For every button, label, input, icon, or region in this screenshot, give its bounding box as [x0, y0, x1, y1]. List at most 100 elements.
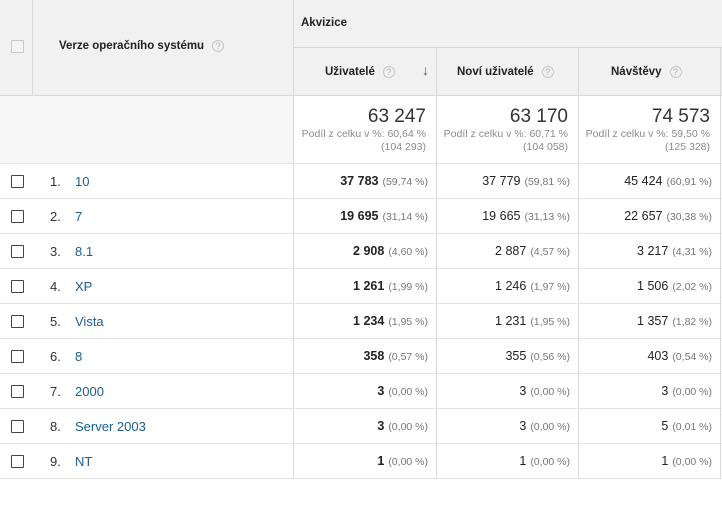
cell-value: 1 234: [353, 313, 385, 328]
cell-value: 355: [505, 348, 527, 363]
total-new-users: 63 170 Podíl z celku v %: 60,71 % (104 0…: [438, 106, 568, 154]
row-number: 6.: [50, 348, 61, 364]
os-version-link[interactable]: 8: [75, 348, 83, 364]
row-number: 7.: [50, 383, 61, 399]
visits-cell: 3 (0,00 %): [580, 384, 712, 398]
cell-value: 3: [661, 383, 669, 398]
new-users-cell: 355 (0,56 %): [438, 349, 570, 363]
cell-percentage: (1,95 %): [388, 315, 428, 328]
visits-cell: 5 (0,01 %): [580, 419, 712, 433]
new-users-cell: 19 665 (31,13 %): [438, 209, 570, 223]
row-checkbox[interactable]: [11, 209, 24, 223]
os-version-link[interactable]: 7: [75, 208, 83, 224]
row-checkbox[interactable]: [11, 384, 24, 398]
help-icon[interactable]: ?: [212, 40, 225, 52]
column-header-label: Uživatelé: [325, 66, 375, 79]
cell-percentage: (59,81 %): [524, 175, 570, 188]
users-cell: 1 (0,00 %): [296, 454, 428, 468]
cell-value: 3: [519, 383, 527, 398]
cell-value: 3 217: [637, 243, 669, 258]
column-header-new-users[interactable]: Noví uživatelé?: [457, 66, 554, 78]
column-header-users[interactable]: Uživatelé?: [325, 66, 395, 78]
os-version-link[interactable]: 2000: [75, 383, 104, 399]
row-divider: [0, 478, 722, 479]
total-share: Podíl z celku v %: 59,50 %: [585, 128, 710, 140]
help-icon[interactable]: ?: [382, 66, 395, 78]
row-checkbox[interactable]: [11, 349, 24, 363]
row-checkbox[interactable]: [11, 174, 24, 188]
os-version-link[interactable]: 8.1: [75, 243, 94, 259]
cell-value: 2 908: [353, 243, 385, 258]
row-divider: [0, 268, 722, 269]
new-users-cell: 3 (0,00 %): [438, 419, 570, 433]
cell-value: 2 887: [495, 243, 527, 258]
os-version-link[interactable]: XP: [75, 278, 93, 294]
row-number: 4.: [50, 278, 61, 294]
cell-value: 1: [661, 453, 669, 468]
row-divider: [0, 443, 722, 444]
cell-percentage: (0,00 %): [388, 455, 428, 468]
total-value: 74 573: [651, 106, 710, 127]
dimension-header[interactable]: Verze operačního systému?: [59, 40, 225, 52]
new-users-cell: 1 (0,00 %): [438, 454, 570, 468]
cell-percentage: (1,99 %): [388, 280, 428, 293]
cell-percentage: (1,82 %): [672, 315, 712, 328]
cell-value: 37 783: [340, 173, 379, 188]
group-header-acquisition: Akvizice: [301, 17, 348, 29]
total-base: (104 058): [523, 141, 568, 153]
cell-value: 19 665: [482, 208, 521, 223]
cell-value: 403: [647, 348, 669, 363]
os-version-link[interactable]: NT: [75, 453, 93, 469]
row-checkbox[interactable]: [11, 314, 24, 328]
row-checkbox[interactable]: [11, 279, 24, 293]
total-users: 63 247 Podíl z celku v %: 60,64 % (104 2…: [296, 106, 426, 154]
total-base: (104 293): [381, 141, 426, 153]
total-value: 63 170: [509, 106, 568, 127]
cell-percentage: (0,00 %): [530, 420, 570, 433]
row-divider: [0, 198, 722, 199]
cell-percentage: (0,56 %): [530, 350, 570, 363]
row-divider: [294, 47, 722, 48]
cell-value: 1 357: [637, 313, 669, 328]
column-header-visits[interactable]: Návštěvy?: [611, 66, 682, 78]
select-all-checkbox[interactable]: [11, 40, 24, 53]
cell-percentage: (0,00 %): [388, 385, 428, 398]
total-value: 63 247: [367, 106, 426, 127]
users-cell: 19 695 (31,14 %): [296, 209, 428, 223]
visits-cell: 22 657 (30,38 %): [580, 209, 712, 223]
users-cell: 1 234 (1,95 %): [296, 314, 428, 328]
cell-percentage: (0,01 %): [672, 420, 712, 433]
row-number: 9.: [50, 453, 61, 469]
cell-value: 3: [377, 383, 385, 398]
cell-value: 22 657: [624, 208, 663, 223]
column-divider: [720, 48, 721, 478]
row-checkbox[interactable]: [11, 244, 24, 258]
cell-percentage: (4,31 %): [672, 245, 712, 258]
os-version-link[interactable]: 10: [75, 173, 90, 189]
row-checkbox[interactable]: [11, 454, 24, 468]
header-background-left: [0, 0, 294, 96]
cell-value: 3: [519, 418, 527, 433]
visits-cell: 3 217 (4,31 %): [580, 244, 712, 258]
row-divider: [0, 95, 722, 96]
column-divider: [578, 48, 579, 478]
cell-percentage: (31,14 %): [382, 210, 428, 223]
sort-descending-icon[interactable]: ↓: [422, 62, 429, 78]
column-divider: [293, 0, 294, 478]
os-version-link[interactable]: Server 2003: [75, 418, 146, 434]
row-checkbox[interactable]: [11, 419, 24, 433]
help-icon[interactable]: ?: [541, 66, 554, 78]
os-version-link[interactable]: Vista: [75, 313, 104, 329]
total-share: Podíl z celku v %: 60,71 %: [443, 128, 568, 140]
column-header-label: Návštěvy: [611, 66, 662, 79]
cell-percentage: (2,02 %): [672, 280, 712, 293]
row-divider: [0, 303, 722, 304]
cell-percentage: (0,00 %): [388, 420, 428, 433]
row-number: 1.: [50, 173, 61, 189]
column-divider: [436, 48, 437, 478]
users-cell: 37 783 (59,74 %): [296, 174, 428, 188]
cell-value: 1: [377, 453, 385, 468]
row-divider: [0, 163, 722, 164]
help-icon[interactable]: ?: [669, 66, 682, 78]
row-number: 2.: [50, 208, 61, 224]
